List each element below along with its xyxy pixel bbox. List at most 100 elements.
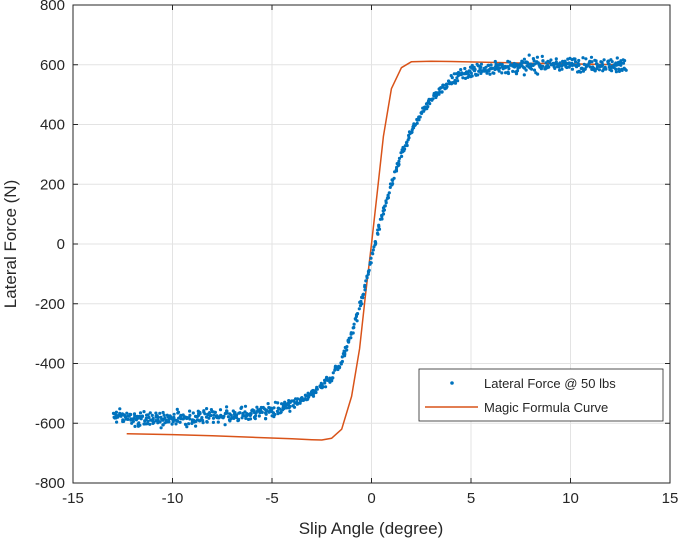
scatter-point: [175, 407, 179, 411]
scatter-point: [410, 128, 414, 132]
scatter-point: [229, 413, 233, 417]
scatter-point: [475, 62, 479, 66]
scatter-point: [264, 416, 268, 421]
scatter-point: [129, 412, 133, 417]
scatter-point: [205, 420, 209, 424]
scatter-point: [565, 65, 569, 70]
scatter-point: [174, 422, 178, 426]
scatter-point: [223, 423, 227, 427]
scatter-point: [148, 411, 152, 415]
scatter-point: [617, 67, 621, 71]
scatter-point: [460, 72, 465, 76]
scatter-point: [138, 411, 143, 415]
scatter-point: [209, 413, 213, 418]
scatter-point: [614, 67, 618, 71]
scatter-point: [150, 413, 154, 417]
scatter-point: [506, 71, 511, 76]
scatter-point: [606, 59, 611, 63]
scatter-point: [307, 395, 311, 399]
scatter-point: [255, 405, 259, 409]
scatter-point: [243, 404, 248, 408]
scatter-point: [535, 55, 540, 59]
scatter-point: [260, 410, 264, 414]
scatter-point: [139, 417, 143, 421]
scatter-point: [553, 66, 557, 70]
scatter-point: [188, 413, 192, 417]
scatter-point: [261, 405, 265, 410]
scatter-point: [620, 68, 624, 72]
scatter-point: [536, 72, 540, 76]
scatter-point: [440, 90, 444, 94]
scatter-point: [351, 331, 355, 335]
scatter-point: [276, 412, 280, 416]
scatter-point: [162, 413, 166, 417]
scatter-point: [473, 67, 477, 72]
scatter-point: [339, 362, 343, 366]
scatter-point: [504, 65, 508, 69]
scatter-point: [244, 416, 248, 420]
scatter-point: [163, 416, 167, 420]
scatter-point: [226, 415, 230, 419]
scatter-point: [232, 416, 236, 420]
scatter-point: [347, 340, 351, 344]
scatter-point: [500, 71, 504, 75]
scatter-point: [582, 62, 586, 66]
scatter-point: [484, 65, 488, 69]
scatter-point: [485, 71, 489, 75]
scatter-point: [198, 411, 202, 416]
scatter-point: [548, 60, 552, 64]
scatter-point: [524, 68, 528, 72]
scatter-point: [161, 423, 165, 427]
scatter-point: [405, 143, 409, 148]
y-tick-label: 0: [57, 236, 65, 253]
scatter-point: [367, 268, 371, 272]
scatter-point: [138, 414, 142, 418]
scatter-point: [521, 60, 525, 64]
scatter-point: [514, 71, 519, 75]
scatter-point: [133, 414, 137, 418]
scatter-point: [338, 365, 342, 369]
scatter-point: [363, 288, 367, 292]
scatter-point: [453, 78, 457, 83]
scatter-point: [586, 63, 590, 67]
scatter-point: [594, 59, 598, 63]
scatter-point: [527, 53, 531, 57]
scatter-point: [258, 411, 262, 415]
scatter-point: [607, 62, 611, 66]
scatter-point: [278, 407, 282, 411]
scatter-point: [211, 420, 215, 424]
scatter-point: [508, 60, 512, 64]
scatter-point: [427, 99, 431, 103]
scatter-point: [340, 359, 344, 364]
scatter-point: [331, 376, 335, 380]
scatter-point: [459, 68, 463, 72]
scatter-point: [125, 411, 129, 415]
scatter-point: [225, 411, 229, 415]
scatter-point: [257, 414, 261, 418]
scatter-point: [300, 396, 304, 400]
scatter-point: [171, 420, 175, 424]
scatter-point: [266, 402, 270, 406]
scatter-point: [176, 410, 181, 414]
scatter-point: [264, 412, 268, 416]
scatter-point: [406, 138, 410, 142]
scatter-point: [511, 69, 515, 73]
scatter-point: [431, 97, 435, 101]
scatter-point: [202, 409, 206, 413]
scatter-point: [577, 58, 581, 63]
scatter-point: [288, 409, 292, 413]
scatter-point: [292, 405, 297, 409]
scatter-point: [314, 390, 318, 395]
scatter-point: [541, 59, 545, 63]
scatter-point: [170, 422, 174, 426]
scatter-point: [489, 63, 493, 67]
scatter-point: [526, 62, 530, 66]
scatter-point: [558, 61, 562, 65]
scatter-point: [388, 185, 392, 189]
scatter-point: [132, 417, 136, 421]
scatter-point: [324, 385, 328, 389]
scatter-point: [321, 385, 325, 389]
scatter-point: [590, 60, 594, 64]
scatter-point: [311, 394, 316, 398]
scatter-point: [235, 413, 239, 417]
